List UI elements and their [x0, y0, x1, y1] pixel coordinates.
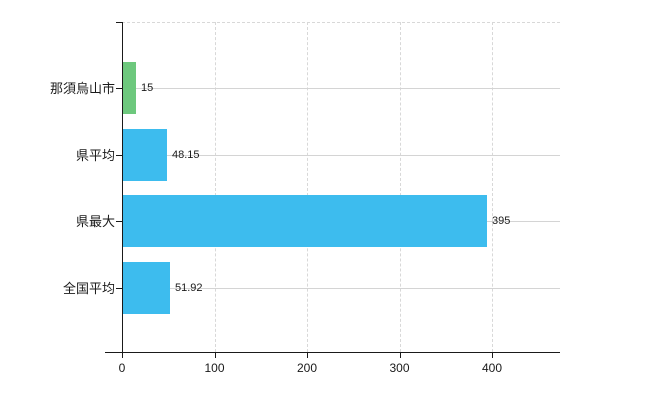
category-label: 県平均 — [75, 147, 115, 163]
x-axis-tick — [307, 352, 308, 358]
value-label: 51.92 — [175, 281, 203, 294]
category-label: 那須烏山市 — [49, 81, 115, 96]
category-gridline — [122, 287, 560, 289]
x-axis-tick — [492, 352, 493, 358]
x-gridline — [399, 22, 401, 352]
chart-bar — [122, 261, 170, 314]
category-label: 県最大 — [75, 214, 115, 230]
value-axis-line — [105, 352, 560, 353]
value-label: 48.15 — [172, 148, 200, 161]
category-gridline — [122, 88, 560, 89]
x-tick-label: 100 — [204, 361, 225, 375]
x-axis-tick — [399, 352, 401, 358]
category-axis-end-tick — [116, 22, 122, 23]
category-label: 全国平均 — [62, 280, 115, 296]
x-tick-label: 200 — [296, 361, 318, 375]
chart-bar — [122, 195, 487, 248]
value-label: 15 — [141, 82, 154, 94]
x-axis-tick — [122, 352, 123, 358]
x-tick-label: 400 — [481, 361, 503, 375]
x-axis-tick — [214, 352, 216, 358]
category-gridline — [122, 154, 560, 156]
chart-bar — [122, 128, 167, 181]
x-tick-label: 300 — [389, 361, 410, 375]
category-tick — [116, 221, 122, 223]
chart-bar — [122, 62, 136, 114]
plot-area-top-border — [122, 22, 560, 23]
category-axis-line — [122, 22, 123, 352]
category-tick — [116, 154, 122, 156]
x-gridline — [214, 22, 216, 352]
x-gridline — [307, 22, 308, 352]
category-tick — [116, 88, 122, 89]
category-tick — [116, 287, 122, 289]
x-tick-label: 0 — [118, 361, 126, 375]
value-label: 395 — [492, 215, 511, 228]
x-gridline — [492, 22, 493, 352]
